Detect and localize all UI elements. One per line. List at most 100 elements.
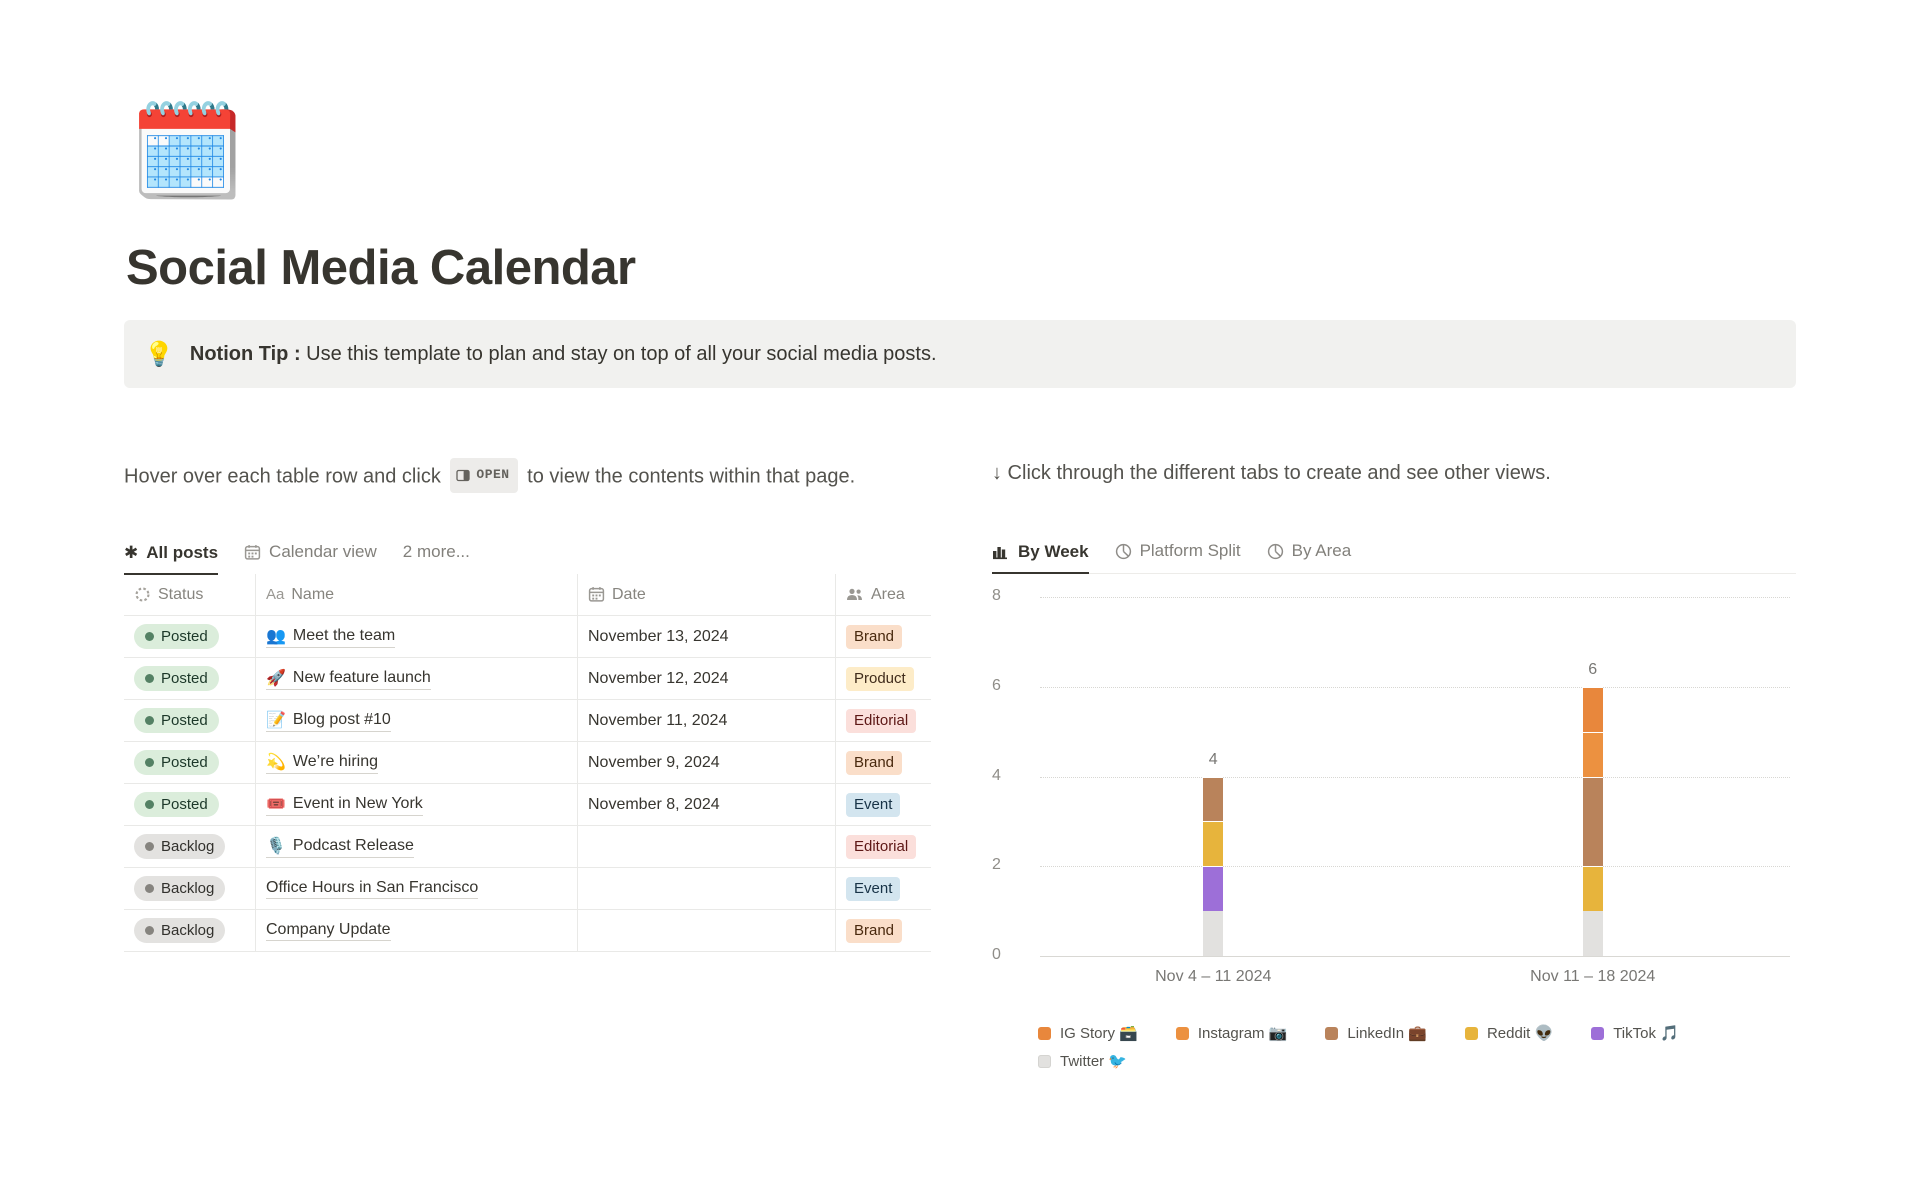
legend-item-instagram[interactable]: Instagram 📷 — [1175, 1024, 1287, 1042]
column-header-status[interactable]: Status — [124, 574, 255, 616]
status-pill: Backlog — [134, 918, 226, 943]
table-instruction: Hover over each table row and click OPEN… — [124, 458, 886, 522]
status-label: Posted — [161, 754, 208, 771]
tab-calendar-view[interactable]: Calendar view — [244, 542, 377, 574]
date-cell[interactable]: November 11, 2024 — [577, 700, 835, 742]
status-cell[interactable]: Posted — [124, 784, 255, 826]
chart-tab-by-area[interactable]: By Area — [1267, 541, 1351, 573]
date-cell[interactable]: November 9, 2024 — [577, 742, 835, 784]
name-cell[interactable]: 💫 We’re hiring — [255, 742, 577, 784]
area-cell[interactable]: Brand — [835, 616, 931, 658]
table-row[interactable]: Posted 📝 Blog post #10 November 11, 2024 Edi… — [124, 700, 931, 742]
status-cell[interactable]: Backlog — [124, 826, 255, 868]
area-cell[interactable]: Editorial — [835, 826, 931, 868]
open-button[interactable]: OPEN — [450, 458, 518, 493]
name-cell[interactable]: 👥 Meet the team — [255, 616, 577, 658]
name-cell[interactable]: Company Update — [255, 910, 577, 952]
chart-tab-platform-split[interactable]: Platform Split — [1115, 541, 1241, 573]
date-cell[interactable]: November 12, 2024 — [577, 658, 835, 700]
page-link[interactable]: 👥 Meet the team — [266, 626, 396, 648]
page-link[interactable]: 🎟️ Event in New York — [266, 794, 423, 816]
area-cell[interactable]: Event — [835, 868, 931, 910]
callout-bold-label: Notion Tip : — [189, 342, 301, 365]
status-label: Posted — [161, 796, 208, 813]
table-row[interactable]: Backlog Company Update Brand — [124, 910, 931, 952]
page-link-label: Company Update — [266, 920, 391, 938]
page-emoji-icon: 👥 — [266, 627, 286, 645]
status-cell[interactable]: Backlog — [124, 910, 255, 952]
status-dot-icon — [145, 632, 154, 641]
table-row[interactable]: Backlog 🎙️ Podcast Release Editorial — [124, 826, 931, 868]
status-cell[interactable]: Posted — [124, 658, 255, 700]
instruction-text-after: to view the contents within that page. — [527, 465, 856, 488]
column-label: Name — [291, 585, 335, 603]
page-link[interactable]: 🎙️ Podcast Release — [266, 836, 414, 858]
area-cell[interactable]: Product — [835, 658, 931, 700]
page-link[interactable]: 💫 We’re hiring — [266, 752, 378, 774]
date-cell[interactable] — [577, 826, 835, 868]
area-cell[interactable]: Brand — [835, 742, 931, 784]
date-cell[interactable] — [577, 868, 835, 910]
table-row[interactable]: Posted 🎟️ Event in New York November 8, 202… — [124, 784, 931, 826]
column-header-date[interactable]: Date — [577, 574, 835, 616]
gridline-6 — [1040, 686, 1790, 688]
page-link-label: Blog post #10 — [292, 710, 391, 728]
table-row[interactable]: Posted 🚀 New feature launch November 12, 20… — [124, 658, 931, 700]
bar-chart-icon — [992, 544, 1010, 560]
area-cell[interactable]: Event — [835, 784, 931, 826]
calendar-page-icon[interactable]: 🗓️ — [130, 101, 245, 203]
table-row[interactable]: Posted 👥 Meet the team November 13, 2024 Bra… — [124, 616, 931, 658]
callout-text: Notion Tip : Use this template to plan a… — [190, 343, 937, 366]
column-label: Status — [158, 585, 204, 603]
bar-total-label: 6 — [1588, 660, 1598, 678]
area-cell[interactable]: Editorial — [835, 700, 931, 742]
legend-label: TikTok 🎵 — [1613, 1025, 1679, 1042]
bar-segment-instagram — [1582, 731, 1603, 777]
table-row[interactable]: Posted 💫 We’re hiring November 9, 2024 Brand — [124, 742, 931, 784]
bar-segment-tiktok — [1203, 866, 1224, 912]
status-pill: Posted — [134, 708, 219, 733]
gridline-2 — [1040, 866, 1790, 868]
legend-item-reddit[interactable]: Reddit 👽 — [1464, 1024, 1553, 1042]
status-cell[interactable]: Backlog — [124, 868, 255, 910]
page-link[interactable]: 🚀 New feature launch — [266, 668, 431, 690]
lightbulb-icon: 💡 — [144, 340, 174, 368]
name-cell[interactable]: 🎙️ Podcast Release — [255, 826, 577, 868]
legend-item-twitter[interactable]: Twitter 🐦 — [1038, 1052, 1127, 1070]
status-pill: Backlog — [134, 834, 226, 859]
legend-swatch-icon — [1038, 1054, 1051, 1068]
legend-item-tiktok[interactable]: TikTok 🎵 — [1591, 1024, 1679, 1042]
name-cell[interactable]: 🎟️ Event in New York — [255, 784, 577, 826]
status-cell[interactable]: Posted — [124, 700, 255, 742]
stacked-bar-2[interactable] — [1582, 686, 1603, 956]
legend-label: Twitter 🐦 — [1060, 1053, 1128, 1070]
status-label: Backlog — [161, 838, 215, 855]
legend-item-linkedin[interactable]: LinkedIn 💼 — [1325, 1024, 1427, 1042]
name-cell[interactable]: 🚀 New feature launch — [255, 658, 577, 700]
tab-all-posts[interactable]: ✱ All posts — [124, 543, 219, 575]
stacked-bar-1[interactable] — [1203, 776, 1224, 956]
x-axis-label: Nov 4 – 11 2024 — [1155, 968, 1272, 985]
bar-total-label: 4 — [1208, 750, 1218, 768]
gridline-4 — [1040, 776, 1790, 778]
date-cell[interactable] — [577, 910, 835, 952]
name-cell[interactable]: 📝 Blog post #10 — [255, 700, 577, 742]
legend-item-ig-story[interactable]: IG Story 🗃️ — [1038, 1024, 1138, 1042]
name-cell[interactable]: Office Hours in San Francisco — [255, 868, 577, 910]
date-cell[interactable]: November 13, 2024 — [577, 616, 835, 658]
status-cell[interactable]: Posted — [124, 616, 255, 658]
date-cell[interactable]: November 8, 2024 — [577, 784, 835, 826]
status-cell[interactable]: Posted — [124, 742, 255, 784]
table-row[interactable]: Backlog Office Hours in San Francisco Even… — [124, 868, 931, 910]
column-header-area[interactable]: Area — [835, 574, 931, 616]
chart-tab-by-week[interactable]: By Week — [992, 542, 1089, 574]
page-link[interactable]: 📝 Blog post #10 — [266, 710, 391, 732]
status-spinner-icon — [134, 586, 151, 603]
page-title[interactable]: Social Media Calendar — [126, 241, 636, 295]
area-cell[interactable]: Brand — [835, 910, 931, 952]
page-emoji-icon: 💫 — [266, 753, 286, 771]
tab-2-more[interactable]: 2 more... — [403, 542, 470, 574]
page-link[interactable]: Office Hours in San Francisco — [266, 879, 479, 899]
page-link[interactable]: Company Update — [266, 921, 391, 941]
column-header-name[interactable]: Aa Name — [255, 574, 577, 616]
